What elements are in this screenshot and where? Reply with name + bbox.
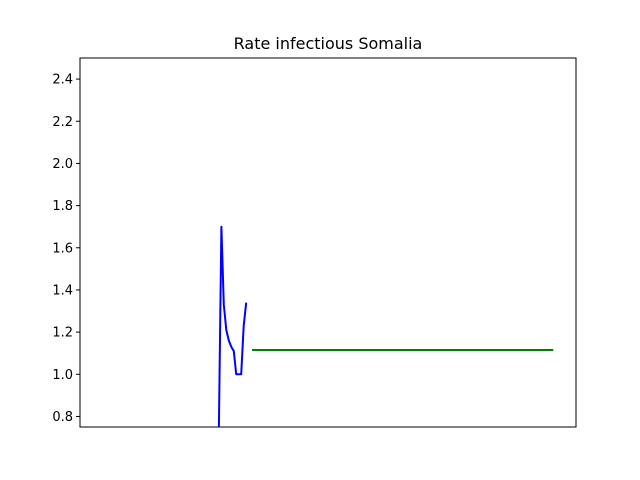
plot-lines [217,225,554,428]
y-tick-label: 1.6 [52,241,73,256]
y-tick-label: 2.4 [52,73,73,88]
y-tick-label: 2.2 [52,115,73,130]
chart-title: Rate infectious Somalia [234,34,423,53]
y-axis: 0.8 1.0 1.2 1.4 1.6 1.8 2.0 2.2 2.4 [52,73,80,425]
y-tick-label: 1.8 [52,199,73,214]
y-tick-label: 1.0 [52,368,73,383]
series-line-1 [217,225,248,428]
plot-area-frame [79,57,577,428]
y-tick-label: 1.4 [52,283,73,298]
y-tick-label: 1.2 [52,326,73,341]
y-tick-label: 0.8 [52,410,73,425]
y-tick-label: 2.0 [52,157,73,172]
